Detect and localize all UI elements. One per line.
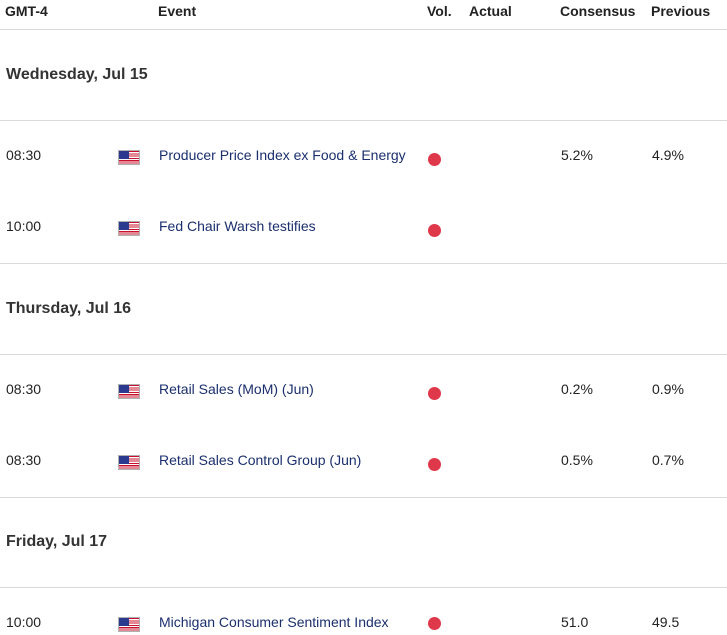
us-flag-icon <box>118 150 140 165</box>
high-impact-icon <box>428 153 441 166</box>
high-impact-icon <box>428 387 441 400</box>
day-title: Thursday, Jul 16 <box>6 300 132 317</box>
actual-header: Actual <box>469 3 512 19</box>
previous-value: 0.9% <box>652 381 684 397</box>
previous-value: 0.7% <box>652 452 684 468</box>
consensus-value: 5.2% <box>561 147 593 163</box>
event-link[interactable]: Retail Sales (MoM) (Jun) <box>159 381 314 397</box>
event-link[interactable]: Fed Chair Warsh testifies <box>159 218 316 234</box>
timezone-header[interactable]: GMT-4 <box>5 3 48 19</box>
event-time: 10:00 <box>6 218 42 234</box>
us-flag-icon <box>118 455 140 470</box>
us-flag-icon <box>118 221 140 236</box>
event-header: Event <box>158 3 197 19</box>
high-impact-icon <box>428 224 441 237</box>
us-flag-icon <box>118 384 140 399</box>
event-time: 08:30 <box>6 381 42 397</box>
high-impact-icon <box>428 617 441 630</box>
day-title: Wednesday, Jul 15 <box>6 66 148 83</box>
event-link[interactable]: Retail Sales Control Group (Jun) <box>159 452 362 468</box>
previous-header: Previous <box>651 3 711 19</box>
day-header-thursday: Thursday, Jul 16 <box>0 264 727 355</box>
consensus-value: 51.0 <box>561 614 589 630</box>
consensus-value: 0.5% <box>561 452 593 468</box>
table-row[interactable]: 08:30 Retail Sales Control Group (Jun) 0… <box>0 426 727 498</box>
event-time: 08:30 <box>6 452 42 468</box>
event-link[interactable]: Michigan Consumer Sentiment Index <box>159 614 389 630</box>
event-time: 10:00 <box>6 614 42 630</box>
consensus-value: 0.2% <box>561 381 593 397</box>
day-header-wednesday: Wednesday, Jul 15 <box>0 30 727 121</box>
previous-value: 49.5 <box>652 614 680 630</box>
high-impact-icon <box>428 458 441 471</box>
event-time: 08:30 <box>6 147 42 163</box>
day-title: Friday, Jul 17 <box>6 533 108 550</box>
consensus-header: Consensus <box>560 3 636 19</box>
table-row[interactable]: 10:00 Fed Chair Warsh testifies <box>0 192 727 264</box>
vol-header: Vol. <box>427 3 452 19</box>
previous-value: 4.9% <box>652 147 684 163</box>
us-flag-icon <box>118 617 140 632</box>
event-link[interactable]: Producer Price Index ex Food & Energy <box>159 147 406 163</box>
table-row[interactable]: 08:30 Retail Sales (MoM) (Jun) 0.2% 0.9% <box>0 355 727 426</box>
table-header: GMT-4 Event Vol. Actual Consensus Previo… <box>0 0 727 30</box>
table-row[interactable]: 10:00 Michigan Consumer Sentiment Index … <box>0 588 727 635</box>
day-header-friday: Friday, Jul 17 <box>0 497 727 588</box>
table-row[interactable]: 08:30 Producer Price Index ex Food & Ene… <box>0 121 727 192</box>
